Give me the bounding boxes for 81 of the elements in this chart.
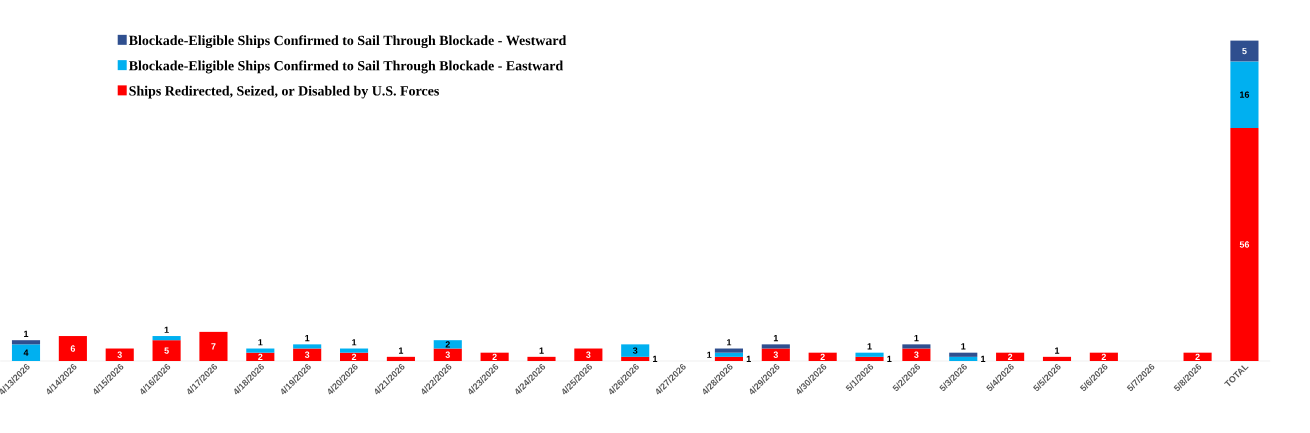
- data-label: 1: [305, 334, 310, 342]
- bar: [293, 348, 322, 361]
- data-label: 3: [914, 351, 919, 358]
- data-label: 1: [867, 343, 872, 350]
- data-label: 2: [258, 353, 263, 360]
- bar: [386, 356, 415, 361]
- data-label: 1: [352, 339, 357, 346]
- data-label: 2: [1101, 353, 1106, 360]
- bar: [293, 344, 322, 349]
- bar: [902, 344, 931, 349]
- bar: [527, 356, 556, 361]
- data-label: 1: [887, 355, 892, 362]
- data-label: 1: [1055, 347, 1060, 354]
- data-label: 1: [914, 334, 919, 342]
- data-label: 6: [70, 345, 76, 352]
- data-label: 3: [773, 351, 778, 358]
- bar: [152, 340, 181, 361]
- bar: [1089, 352, 1118, 361]
- bar: [855, 356, 884, 361]
- bar: [246, 348, 275, 353]
- bar: [949, 356, 978, 361]
- data-label: 1: [24, 330, 29, 337]
- data-label: 4: [23, 349, 29, 356]
- data-label: 3: [632, 347, 638, 354]
- data-label: 56: [1239, 241, 1250, 248]
- bar: [1230, 61, 1259, 128]
- bar: [152, 336, 181, 341]
- bar: [433, 348, 462, 361]
- bar: [1230, 127, 1259, 361]
- data-label: 2: [1007, 353, 1013, 360]
- data-label: 3: [445, 351, 450, 358]
- data-label: 1: [981, 355, 986, 362]
- bar: [433, 340, 462, 349]
- bar: [761, 348, 790, 361]
- bar: [105, 348, 134, 361]
- bar: [855, 352, 884, 357]
- bar: [621, 356, 650, 361]
- legend-label: Blockade-Eligible Ships Confirmed to Sail Through Blockade - Westward: [128, 35, 567, 49]
- data-label: 2: [351, 353, 357, 360]
- data-label: 2: [492, 353, 497, 360]
- bar: [339, 348, 369, 353]
- data-label: 3: [586, 351, 591, 358]
- legend-label: Blockade-Eligible Ships Confirmed to Sail Through Blockade - Eastward: [128, 60, 564, 74]
- data-label: 1: [164, 326, 169, 333]
- data-label: 1: [653, 355, 658, 362]
- data-label: 5: [1242, 47, 1247, 55]
- bar: [714, 352, 743, 357]
- bar: [574, 348, 603, 361]
- bar: [199, 331, 228, 361]
- data-label: 2: [820, 353, 825, 360]
- data-label: 1: [727, 339, 732, 346]
- bar: [246, 352, 275, 361]
- data-label: 2: [445, 341, 450, 348]
- data-label: 7: [211, 343, 216, 350]
- bar: [808, 352, 837, 361]
- bar: [714, 348, 743, 353]
- bar: [714, 356, 743, 361]
- bar: [949, 352, 978, 357]
- bar: [902, 348, 931, 361]
- bar: [58, 336, 87, 361]
- data-label: 1: [539, 347, 544, 354]
- bar: [480, 352, 509, 361]
- bar: [621, 344, 650, 357]
- data-label: 16: [1240, 91, 1250, 98]
- data-label: 3: [304, 351, 310, 358]
- bar: [1042, 356, 1072, 361]
- data-label: 1: [258, 339, 263, 346]
- data-label: 1: [398, 347, 404, 354]
- bar: [11, 340, 41, 345]
- bar: [1183, 352, 1212, 361]
- bar: [761, 344, 790, 349]
- data-label: 3: [117, 351, 122, 358]
- bar: [1230, 40, 1259, 62]
- legend-label: Ships Redirected, Seized, or Disabled by U.S. Forces: [129, 85, 439, 99]
- data-label: 5: [164, 347, 169, 354]
- bar: [11, 344, 41, 361]
- data-label: 1: [773, 334, 779, 342]
- data-label: 1: [961, 343, 966, 350]
- data-label: 1: [707, 351, 712, 358]
- data-label: 2: [1195, 353, 1200, 360]
- data-label: 1: [746, 355, 751, 362]
